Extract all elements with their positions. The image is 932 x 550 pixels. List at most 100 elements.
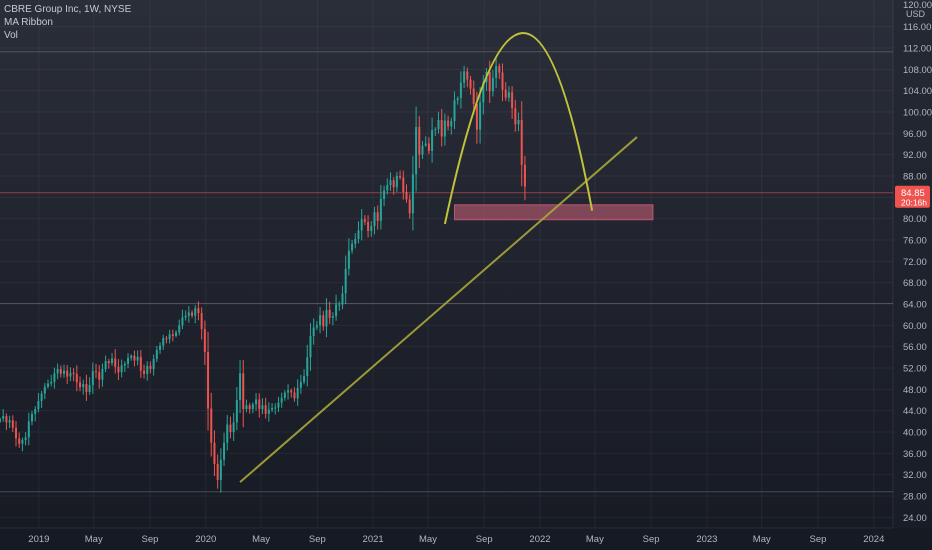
candle-body [226,424,229,443]
candle-body [434,129,437,131]
candle-body [271,408,274,410]
candle-body [143,370,146,374]
candle-body [255,399,258,405]
candle-body [463,71,466,83]
candle-body [472,88,475,104]
time-axis-bg [0,528,932,550]
price-tick-label: 44.00 [903,406,927,417]
candle-body [88,385,91,392]
price-tick-label: 32.00 [903,470,927,481]
candle-body [383,190,386,199]
candle-body [43,386,46,394]
candle-body [306,357,309,376]
candle-body [299,381,302,388]
price-tick-label: 116.00 [903,22,931,33]
candle-body [479,102,482,130]
candle-body [319,315,322,326]
time-axis[interactable]: 2019 May Sep 2020 May Sep 2021 May Sep 2022 May Sep… [0,527,932,550]
candle-body [351,243,354,251]
candle-body [261,405,264,410]
candle-body [264,405,267,414]
candle-body [223,442,226,460]
price-axis-bg [893,0,932,550]
price-tick-label: 60.00 [903,321,927,332]
candle-body [50,381,53,384]
candle-body [418,126,421,155]
candle-body [95,371,98,373]
time-tick-label: 2024 [863,534,884,545]
candle-body [309,336,312,358]
candle-body [53,373,56,382]
candle-body [181,317,184,326]
price-tick-label: 68.00 [903,278,927,289]
candle-body [469,79,472,89]
candle-body [155,349,158,359]
candle-body [21,440,24,444]
candles [0,56,526,493]
price-tick-label: 52.00 [903,364,927,375]
chart-legend: CBRE Group Inc, 1W, NYSE MA Ribbon Vol [4,3,131,42]
candle-body [511,92,514,109]
candle-body [75,373,78,383]
candle-body [386,185,389,191]
candle-body [450,121,453,127]
time-tick-label: Sep [810,534,827,545]
candle-body [136,356,139,361]
candle-body [219,459,222,480]
last-price-value: 84.85 [901,188,925,199]
candle-body [66,370,69,377]
time-tick-label: 2022 [529,534,550,545]
candle-body [175,332,178,336]
candle-body [344,268,347,294]
candle-body [24,437,27,440]
candle-body [440,120,443,137]
candle-body [101,369,104,380]
candle-body [184,315,187,318]
candle-body [79,382,82,388]
candle-body [335,304,338,317]
candle-body [69,372,72,377]
ma-ribbon-label[interactable]: MA Ribbon [4,17,53,28]
candle-body [287,390,290,393]
candle-body [168,334,171,340]
candle-body [152,358,155,370]
time-tick-label: May [85,534,103,545]
candle-body [245,405,248,410]
candle-body [98,372,101,380]
candle-body [373,212,376,227]
candle-body [127,357,130,364]
candle-body [242,373,245,410]
candle-body [405,192,408,200]
candle-body [427,143,430,151]
candle-body [354,238,357,244]
candle-body [498,66,501,73]
candle-body [456,98,459,101]
candle-body [475,104,478,130]
candle-body [146,365,149,374]
candle-body [27,421,30,438]
candle-body [277,402,280,408]
candle-body [82,384,85,388]
candle-body [130,355,133,358]
candle-body [251,404,254,410]
price-tick-label: 104.00 [903,86,932,97]
price-axis[interactable]: 24.00 28.00 32.00 36.00 40.00 44.00 48.00 52.00… [892,0,932,550]
time-tick-label: May [753,534,771,545]
price-tick-label: 92.00 [903,150,927,161]
price-tick-label: 40.00 [903,428,927,439]
volume-label[interactable]: Vol [4,30,18,41]
time-tick-label: Sep [643,534,660,545]
candle-body [11,420,14,428]
candle-body [315,325,318,328]
symbol-title[interactable]: CBRE Group Inc, 1W, NYSE [4,4,132,15]
price-tick-label: 88.00 [903,172,927,183]
candle-body [280,397,283,403]
price-tick-label: 100.00 [903,108,932,119]
candle-body [482,82,485,103]
time-tick-label: 2021 [363,534,384,545]
candle-body [47,383,50,387]
arc-pattern [443,32,594,225]
candle-body [424,143,427,146]
